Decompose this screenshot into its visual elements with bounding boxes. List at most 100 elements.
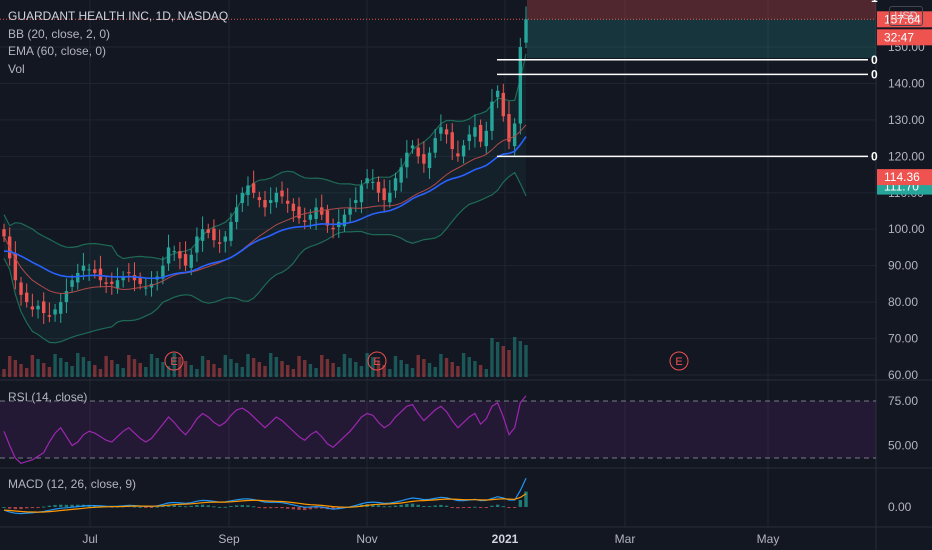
volume-bar bbox=[337, 367, 341, 377]
macd-histogram-bar bbox=[183, 506, 188, 508]
macd-label[interactable]: MACD (12, 26, close, 9) bbox=[8, 477, 137, 491]
price-tag-label: 32:47 bbox=[884, 30, 914, 44]
volume-bar bbox=[478, 365, 483, 377]
candle-body bbox=[127, 272, 131, 274]
volume-bar bbox=[138, 363, 142, 377]
time-tick: Mar bbox=[615, 532, 636, 546]
macd-histogram-bar bbox=[495, 504, 500, 507]
macd-histogram-bar bbox=[450, 507, 454, 508]
macd-histogram-bar bbox=[524, 491, 528, 507]
macd-histogram-bar bbox=[138, 506, 142, 508]
macd-histogram-bar bbox=[240, 505, 245, 507]
volume-bar bbox=[132, 359, 137, 377]
fib-label: 1 bbox=[871, 0, 878, 5]
candle-body bbox=[2, 229, 6, 237]
macd-histogram-bar bbox=[7, 507, 12, 509]
volume-bar bbox=[178, 357, 182, 377]
candle-body bbox=[189, 254, 193, 268]
macd-histogram-bar bbox=[234, 505, 239, 507]
price-tick: 90.00 bbox=[888, 259, 918, 273]
volume-bar bbox=[427, 363, 432, 377]
stop-zone bbox=[527, 0, 876, 20]
candle-body bbox=[178, 251, 182, 259]
candle-body bbox=[104, 282, 108, 284]
volume-bar bbox=[7, 356, 12, 377]
volume-bar bbox=[13, 360, 18, 377]
currency-button[interactable]: USD bbox=[889, 6, 923, 26]
volume-bar bbox=[342, 354, 347, 377]
candle-body bbox=[183, 254, 188, 266]
macd-pane bbox=[2, 477, 528, 515]
volume-bar bbox=[280, 361, 284, 377]
rsi-pane bbox=[0, 395, 876, 464]
price-tick: 70.00 bbox=[888, 332, 918, 346]
macd-histogram-bar bbox=[422, 506, 426, 508]
volume-bar bbox=[42, 363, 46, 377]
legend-ema[interactable]: EMA (60, close, 0) bbox=[8, 44, 107, 58]
time-tick: Jul bbox=[82, 532, 97, 546]
candle-body bbox=[405, 152, 409, 168]
volume-bar bbox=[399, 360, 403, 377]
macd-histogram-bar bbox=[144, 507, 148, 508]
macd-histogram-bar bbox=[178, 505, 182, 507]
price-tick: 80.00 bbox=[888, 295, 918, 309]
volume-bar bbox=[524, 345, 528, 377]
candle-body bbox=[229, 221, 233, 241]
candle-body bbox=[399, 167, 403, 183]
macd-histogram-bar bbox=[512, 507, 517, 508]
fib-levels[interactable]: 1000 bbox=[497, 0, 878, 163]
volume-bar bbox=[87, 361, 91, 377]
rsi-label[interactable]: RSI (14, close) bbox=[8, 390, 88, 404]
candle-body bbox=[64, 291, 69, 303]
rsi-tick: 50.00 bbox=[888, 439, 918, 453]
macd-histogram-bar bbox=[388, 506, 392, 508]
volume-bar bbox=[76, 353, 80, 377]
volume-bar bbox=[206, 360, 210, 377]
candle-body bbox=[98, 268, 103, 281]
volume-bar bbox=[320, 355, 324, 377]
volume-bar bbox=[274, 357, 279, 377]
volume-bar bbox=[172, 353, 176, 377]
candle-body bbox=[223, 236, 227, 242]
volume-bar bbox=[223, 355, 227, 377]
candle-body bbox=[81, 265, 86, 271]
volume-bar bbox=[189, 365, 193, 377]
earnings-label: E bbox=[675, 356, 682, 368]
candle-body bbox=[121, 276, 125, 281]
volume-bar bbox=[303, 360, 307, 377]
macd-histogram-bar bbox=[399, 504, 403, 507]
volume-bar bbox=[501, 346, 506, 377]
macd-histogram-bar bbox=[155, 506, 159, 508]
macd-histogram-bar bbox=[212, 506, 216, 508]
volume-bar bbox=[263, 366, 267, 377]
time-tick: Nov bbox=[356, 532, 377, 546]
volume-bar bbox=[70, 366, 74, 377]
volume-bar bbox=[495, 342, 500, 377]
legend-vol[interactable]: Vol bbox=[8, 62, 25, 76]
rsi-line bbox=[3, 395, 527, 464]
time-tick: May bbox=[757, 532, 780, 546]
candle-body bbox=[314, 207, 318, 220]
volume-bar bbox=[439, 354, 443, 377]
candle-body bbox=[206, 229, 210, 233]
position-tool[interactable] bbox=[0, 0, 876, 58]
volume-bars bbox=[2, 337, 528, 377]
macd-histogram-bar bbox=[2, 507, 6, 508]
candle-body bbox=[257, 197, 262, 201]
macd-histogram-bar bbox=[297, 507, 301, 510]
macd-histogram-bar bbox=[331, 507, 335, 510]
moving-averages bbox=[3, 124, 527, 295]
candle-body bbox=[240, 192, 245, 203]
macd-histogram-bar bbox=[427, 506, 432, 508]
candle-body bbox=[359, 185, 364, 203]
macd-line bbox=[3, 477, 527, 515]
candle-body bbox=[325, 210, 330, 226]
legend-bb[interactable]: BB (20, close, 2, 0) bbox=[8, 27, 111, 41]
symbol-title[interactable]: GUARDANT HEALTH INC, 1D, NASDAQ bbox=[8, 9, 229, 23]
candle-body bbox=[433, 138, 437, 153]
volume-bar bbox=[376, 361, 381, 377]
rsi-band bbox=[0, 401, 876, 458]
volume-bar bbox=[53, 354, 57, 377]
earnings-label: E bbox=[373, 356, 380, 368]
